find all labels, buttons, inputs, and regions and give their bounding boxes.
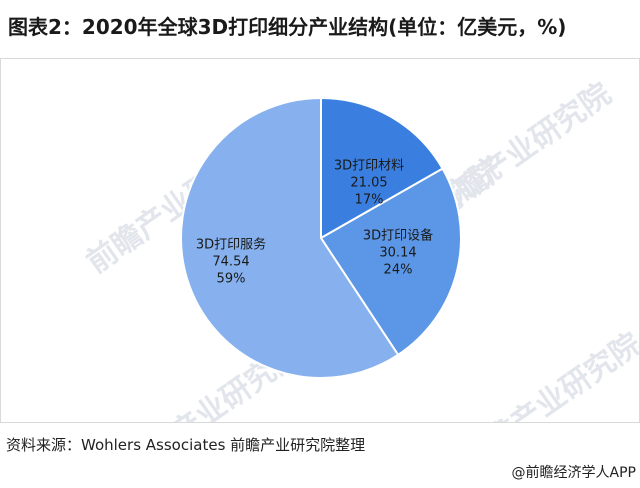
slice-percent-label: 24% [384,263,413,278]
watermark-text: 前瞻产业研究院 [456,326,639,422]
pie-labels: 3D打印材料 21.05 17% 3D打印设备 30.14 24% 3D打印服务 74.54 5… [196,159,433,287]
slice-name-label: 3D打印材料 [334,159,404,174]
slice-value-label: 74.54 [212,255,249,270]
chart-title: 图表2：2020年全球3D打印细分产业结构(单位：亿美元，%) [8,15,567,39]
slice-name-label: 3D打印服务 [196,237,266,253]
pie-slices [180,96,462,379]
pie-slice [320,96,444,240]
slice-value-label: 21.05 [350,176,387,191]
pie-slice [319,167,462,357]
slice-percent-label: 59% [217,272,246,287]
pie-slice [180,96,400,379]
slice-value-label: 30.14 [379,246,416,261]
slice-name-label: 3D打印设备 [363,228,433,244]
source-note: 资料来源：Wohlers Associates 前瞻产业研究院整理 [6,436,366,454]
credit-note: @前瞻经济学人APP [511,465,636,481]
pie-chart: 前瞻产业研究院前瞻产业研究院前瞻产业研究院前瞻产业研究院前瞻产业研究院 3D打印… [81,76,639,422]
chart-area: 前瞻产业研究院前瞻产业研究院前瞻产业研究院前瞻产业研究院前瞻产业研究院 3D打印… [0,58,640,423]
slice-percent-label: 17% [355,193,384,208]
